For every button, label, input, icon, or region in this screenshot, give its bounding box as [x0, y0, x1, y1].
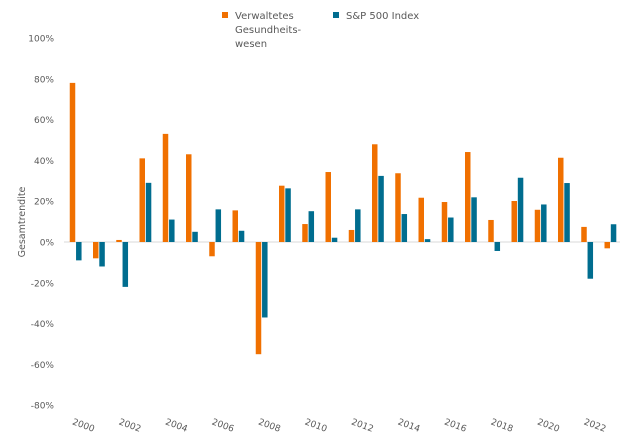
y-tick-label: -80%	[31, 402, 55, 412]
bar-managed-care-2006	[209, 242, 215, 257]
x-tick-label: 2000	[71, 418, 96, 435]
bar-sp500-2017	[471, 197, 477, 242]
bar-managed-care-2013	[372, 144, 378, 242]
x-tick-label: 2018	[489, 418, 514, 435]
bar-sp500-2020	[541, 204, 547, 242]
bar-managed-care-2010	[302, 224, 308, 242]
bar-managed-care-2014	[395, 173, 401, 242]
y-tick-label: 80%	[34, 75, 54, 85]
legend-label: wesen	[235, 39, 267, 50]
x-tick-label: 2022	[582, 418, 607, 435]
x-tick-label: 2010	[303, 418, 328, 435]
bar-managed-care-2021	[558, 157, 564, 242]
bar-managed-care-2007	[232, 210, 238, 242]
bar-sp500-2014	[401, 214, 408, 242]
bar-sp500-2016	[448, 217, 454, 242]
bar-sp500-2023	[610, 224, 617, 242]
x-tick-label: 2006	[210, 418, 235, 435]
bar-managed-care-2009	[279, 185, 285, 242]
bar-managed-care-2018	[488, 219, 494, 242]
bar-managed-care-2000	[69, 82, 76, 242]
bar-sp500-2002	[122, 242, 129, 287]
bar-sp500-2013	[378, 175, 384, 242]
x-tick-label: 2014	[396, 418, 421, 435]
bar-managed-care-2004	[162, 133, 169, 242]
y-tick-label: -20%	[31, 279, 55, 289]
bar-managed-care-2001	[93, 242, 99, 259]
y-tick-label: 100%	[28, 35, 54, 45]
bar-sp500-2021	[564, 183, 570, 242]
y-tick-label: 40%	[34, 157, 54, 167]
x-tick-label: 2002	[117, 418, 142, 435]
legend-label: Verwaltetes	[235, 11, 294, 22]
bar-sp500-2005	[192, 231, 198, 242]
y-tick-label: 60%	[34, 116, 54, 126]
y-tick-label: -60%	[31, 361, 55, 371]
bar-managed-care-2012	[348, 229, 355, 242]
x-tick-label: 2020	[536, 418, 561, 435]
bar-sp500-2000	[76, 242, 82, 261]
bar-sp500-2015	[424, 239, 431, 242]
legend-label: Gesundheits-	[235, 25, 302, 36]
bar-sp500-2012	[355, 209, 361, 242]
bar-managed-care-2020	[534, 209, 541, 242]
bar-sp500-2003	[145, 182, 152, 242]
y-tick-label: -40%	[31, 320, 55, 330]
legend-label: S&P 500 Index	[346, 11, 419, 22]
bar-managed-care-2022	[581, 226, 587, 242]
bar-sp500-2006	[215, 209, 222, 242]
y-tick-label: 0%	[40, 239, 55, 249]
bar-sp500-2022	[587, 242, 594, 279]
bar-managed-care-2016	[441, 202, 448, 242]
bar-sp500-2011	[331, 237, 338, 242]
bar-sp500-2010	[308, 211, 315, 242]
bar-sp500-2019	[517, 177, 524, 242]
x-tick-label: 2008	[257, 418, 282, 435]
bar-sp500-2009	[285, 188, 291, 242]
legend-swatch	[333, 12, 339, 18]
x-tick-label: 2012	[350, 418, 375, 435]
bar-managed-care-2008	[255, 242, 262, 355]
bar-managed-care-2002	[116, 239, 122, 242]
bar-managed-care-2019	[511, 200, 517, 242]
bar-managed-care-2011	[325, 172, 331, 242]
bar-managed-care-2003	[139, 158, 145, 242]
bar-sp500-2008	[262, 242, 268, 318]
legend-swatch	[222, 12, 228, 18]
x-tick-label: 2016	[443, 418, 468, 435]
bar-sp500-2001	[99, 242, 105, 267]
y-axis-label: Gesamtrendite	[17, 186, 28, 257]
bar-sp500-2018	[494, 242, 501, 251]
bar-sp500-2007	[238, 230, 245, 242]
bar-sp500-2004	[169, 219, 175, 242]
bar-managed-care-2005	[186, 154, 192, 242]
x-tick-label: 2004	[164, 418, 189, 435]
bar-managed-care-2015	[418, 197, 424, 242]
y-tick-label: 20%	[34, 198, 54, 208]
bar-managed-care-2023	[604, 242, 610, 249]
bar-managed-care-2017	[465, 152, 471, 242]
